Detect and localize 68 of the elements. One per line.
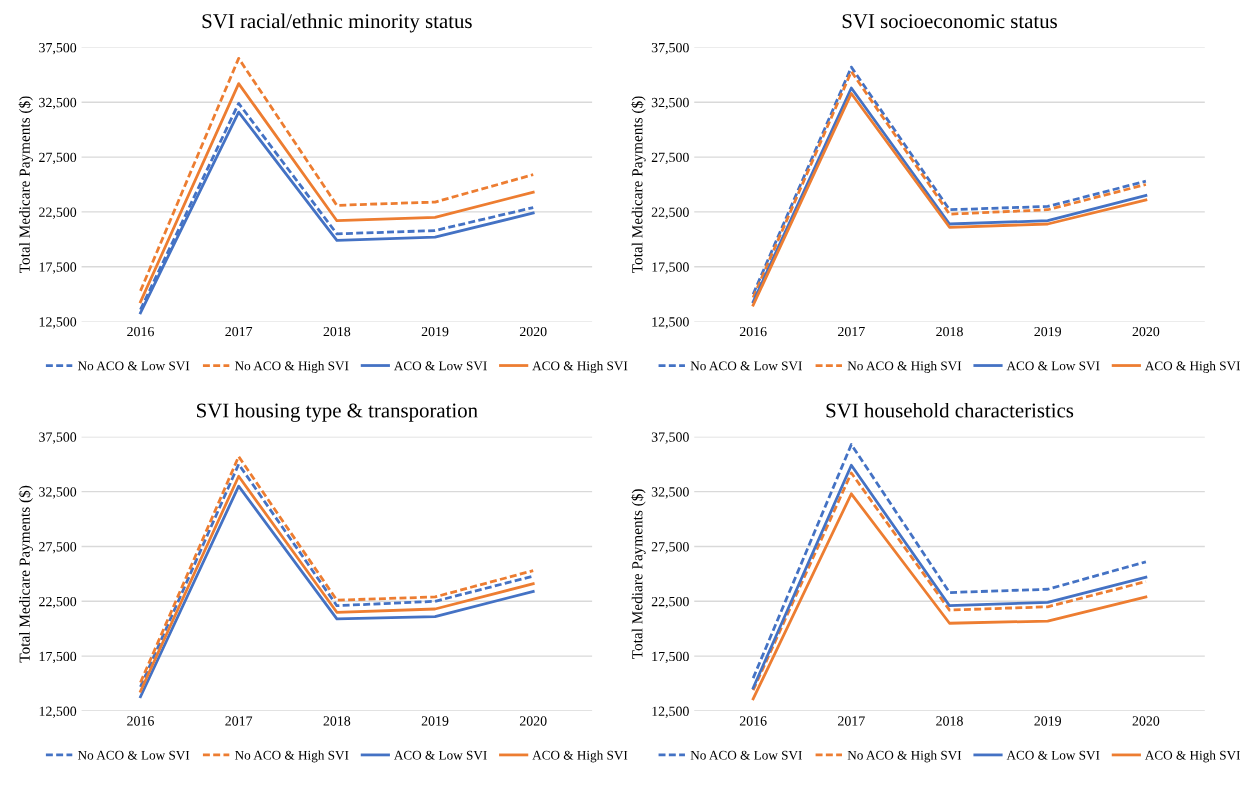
- x-tick-label: 2019: [1034, 716, 1062, 726]
- y-tick-label: 32,500: [651, 487, 689, 499]
- y-tick-label: 27,500: [651, 152, 689, 165]
- chart-title: SVI housing type & transporation: [197, 402, 478, 422]
- legend-label: No ACO & Low SVI: [690, 750, 802, 760]
- y-tick-label: 27,500: [39, 542, 77, 554]
- y-tick-label: 37,500: [39, 432, 77, 444]
- chart-title: SVI household characteristics: [826, 402, 1074, 418]
- legend-label: No ACO & High SVI: [234, 360, 349, 373]
- legend-label: ACO & Low SVI: [1006, 361, 1100, 371]
- legend-label: ACO & High SVI: [532, 750, 628, 763]
- x-tick-label: 2016: [127, 326, 154, 337]
- y-tick-label: 12,500: [652, 317, 689, 329]
- y-tick-label: 22,500: [651, 596, 689, 609]
- chart-title: SVI racial/ethnic minority status: [202, 13, 472, 33]
- legend-label: ACO & Low SVI: [1006, 750, 1100, 760]
- y-tick-label: 22,500: [39, 596, 77, 609]
- y-tick-label: 17,500: [652, 651, 689, 664]
- y-tick-label: 32,500: [39, 487, 77, 499]
- y-tick-label: 17,500: [39, 651, 77, 664]
- x-tick-label: 2016: [739, 326, 767, 337]
- y-tick-label: 27,500: [39, 152, 77, 165]
- y-tick-label: 27,500: [651, 542, 689, 554]
- x-tick-label: 2020: [519, 326, 547, 337]
- x-tick-label: 2017: [838, 326, 865, 337]
- x-tick-label: 2020: [1132, 326, 1160, 337]
- legend-label: No ACO & Low SVI: [77, 361, 190, 371]
- y-tick-label: 22,500: [39, 207, 77, 219]
- legend-label: No ACO & Low SVI: [690, 361, 802, 371]
- x-tick-label: 2020: [1132, 716, 1160, 726]
- x-tick-label: 2019: [1034, 326, 1062, 337]
- x-tick-label: 2017: [225, 326, 253, 337]
- y-axis-title: Total Mediare Payments ($): [631, 489, 646, 659]
- y-tick-label: 12,500: [652, 706, 689, 718]
- y-axis-title: Total Medicare Payments ($): [18, 485, 33, 663]
- y-tick-label: 17,500: [39, 262, 77, 274]
- y-tick-label: 37,500: [39, 42, 77, 55]
- y-tick-label: 37,500: [651, 42, 689, 55]
- y-tick-label: 17,500: [652, 262, 689, 274]
- legend-label: No ACO & High SVI: [234, 750, 349, 763]
- x-tick-label: 2019: [421, 716, 449, 726]
- y-axis-title: Total Medicare Payments ($): [631, 96, 646, 273]
- y-tick-label: 12,500: [39, 317, 77, 329]
- y-tick-label: 37,500: [651, 432, 689, 444]
- y-tick-label: 32,500: [39, 97, 77, 110]
- legend-label: ACO & High SVI: [532, 360, 628, 373]
- y-axis-title: Total Medicare Payments ($): [18, 96, 33, 273]
- legend-label: ACO & Low SVI: [393, 361, 487, 371]
- x-tick-label: 2017: [838, 716, 865, 726]
- x-tick-label: 2018: [323, 716, 351, 726]
- legend-label: ACO & High SVI: [1144, 750, 1241, 763]
- x-tick-label: 2018: [936, 716, 963, 726]
- chart-title: SVI socioeconomic status: [842, 14, 1057, 29]
- legend-label: ACO & High SVI: [1144, 360, 1241, 373]
- x-tick-label: 2019: [421, 326, 449, 337]
- y-tick-label: 22,500: [651, 207, 689, 219]
- x-tick-label: 2017: [225, 716, 253, 726]
- x-tick-label: 2018: [323, 326, 351, 337]
- y-tick-label: 12,500: [39, 706, 77, 718]
- legend-label: No ACO & Low SVI: [77, 750, 190, 760]
- x-tick-label: 2018: [936, 326, 963, 337]
- x-tick-label: 2016: [127, 716, 154, 726]
- legend-label: ACO & Low SVI: [393, 750, 487, 760]
- x-tick-label: 2016: [739, 716, 767, 726]
- y-tick-label: 32,500: [651, 97, 689, 110]
- legend-label: No ACO & High SVI: [847, 750, 962, 763]
- x-tick-label: 2020: [519, 716, 547, 726]
- legend-label: No ACO & High SVI: [847, 360, 962, 373]
